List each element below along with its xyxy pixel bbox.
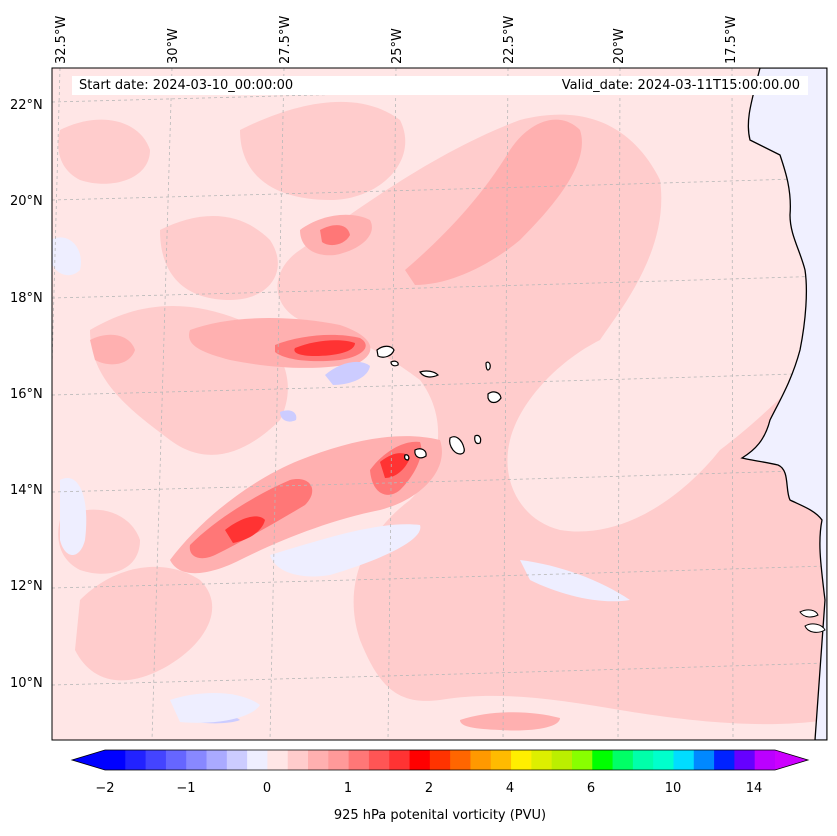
colorbar-cell bbox=[125, 750, 147, 770]
colorbar-tick-label: 2 bbox=[424, 781, 434, 796]
map-area bbox=[52, 68, 827, 740]
colorbar-cell bbox=[267, 750, 289, 770]
colorbar-tick-label: −2 bbox=[95, 781, 115, 796]
colorbar-cell bbox=[632, 750, 654, 770]
lat-label: 20°N bbox=[10, 194, 43, 209]
colorbar-cell bbox=[328, 750, 350, 770]
colorbar-cell bbox=[653, 750, 674, 770]
colorbar-cell bbox=[186, 750, 208, 770]
colorbar-cell bbox=[165, 750, 187, 770]
colorbar-cell bbox=[409, 750, 431, 770]
land-coast-islands bbox=[799, 609, 826, 633]
colorbar-cell bbox=[287, 750, 309, 770]
colorbar-cell bbox=[612, 750, 634, 770]
colorbar-cell bbox=[571, 750, 593, 770]
colorbar-cell bbox=[693, 750, 715, 770]
colorbar-tick-label: 14 bbox=[745, 781, 763, 796]
colorbar-cell bbox=[531, 750, 553, 770]
lat-label: 22°N bbox=[10, 98, 43, 113]
lat-label: 10°N bbox=[10, 676, 43, 691]
colorbar-tick-label: −1 bbox=[176, 781, 196, 796]
lat-label: 14°N bbox=[10, 483, 43, 498]
cape-verde-islands bbox=[376, 345, 502, 461]
colorbar-cell bbox=[429, 750, 451, 770]
colorbar-under-arrow bbox=[72, 750, 105, 770]
colorbar-cell bbox=[206, 750, 228, 770]
pv-contour-peak bbox=[225, 340, 410, 543]
colorbar-cell bbox=[368, 750, 390, 770]
land-africa bbox=[740, 68, 827, 740]
colorbar-cell bbox=[490, 750, 512, 770]
colorbar-cell bbox=[734, 750, 756, 770]
colorbar-tick-label: 6 bbox=[586, 781, 596, 796]
colorbar-outline bbox=[70, 749, 810, 771]
date-banner bbox=[72, 76, 808, 95]
colorbar-label: 925 hPa potenital vorticity (PVU) bbox=[333, 808, 547, 823]
lon-label: 22.5°W bbox=[502, 15, 517, 64]
valid-date-text: Valid_date: 2024-03-11T15:00:00.00 bbox=[561, 78, 800, 93]
lon-label: 17.5°W bbox=[724, 15, 739, 64]
colorbar-over-arrow bbox=[775, 750, 808, 770]
pv-contour-slight-negative bbox=[52, 237, 630, 723]
colorbar-cell bbox=[145, 750, 167, 770]
colorbar-cell bbox=[308, 750, 329, 770]
lon-label: 20°W bbox=[612, 28, 627, 64]
colorbar-cell bbox=[470, 750, 492, 770]
colorbar-cell bbox=[450, 750, 471, 770]
graticule bbox=[52, 68, 827, 740]
colorbar-cell bbox=[673, 750, 695, 770]
colorbar-cell bbox=[511, 750, 532, 770]
colorbar-cell bbox=[714, 750, 735, 770]
colorbar-tick-label: 0 bbox=[262, 781, 272, 796]
lat-label: 16°N bbox=[10, 387, 43, 402]
colorbar-cell bbox=[247, 750, 268, 770]
lat-label: 18°N bbox=[10, 291, 43, 306]
colorbar-cell bbox=[389, 750, 411, 770]
colorbar-cell bbox=[551, 750, 573, 770]
colorbar-cell bbox=[592, 750, 614, 770]
colorbar-tick-label: 10 bbox=[664, 781, 682, 796]
start-date-text: Start date: 2024-03-10_00:00:00 bbox=[79, 78, 294, 93]
map-frame bbox=[51, 67, 828, 741]
colorbar-tick-label: 4 bbox=[505, 781, 515, 796]
colorbar-cell bbox=[754, 750, 776, 770]
lat-label: 12°N bbox=[10, 579, 43, 594]
lon-label: 32.5°W bbox=[54, 15, 69, 64]
lon-label: 30°W bbox=[166, 28, 181, 64]
lon-label: 27.5°W bbox=[278, 15, 293, 64]
colorbar-cell bbox=[348, 750, 370, 770]
colorbar bbox=[70, 749, 810, 771]
lon-label: 25°W bbox=[390, 28, 405, 64]
colorbar-cell bbox=[105, 750, 126, 770]
colorbar-cell bbox=[226, 750, 248, 770]
colorbar-tick-label: 1 bbox=[343, 781, 353, 796]
